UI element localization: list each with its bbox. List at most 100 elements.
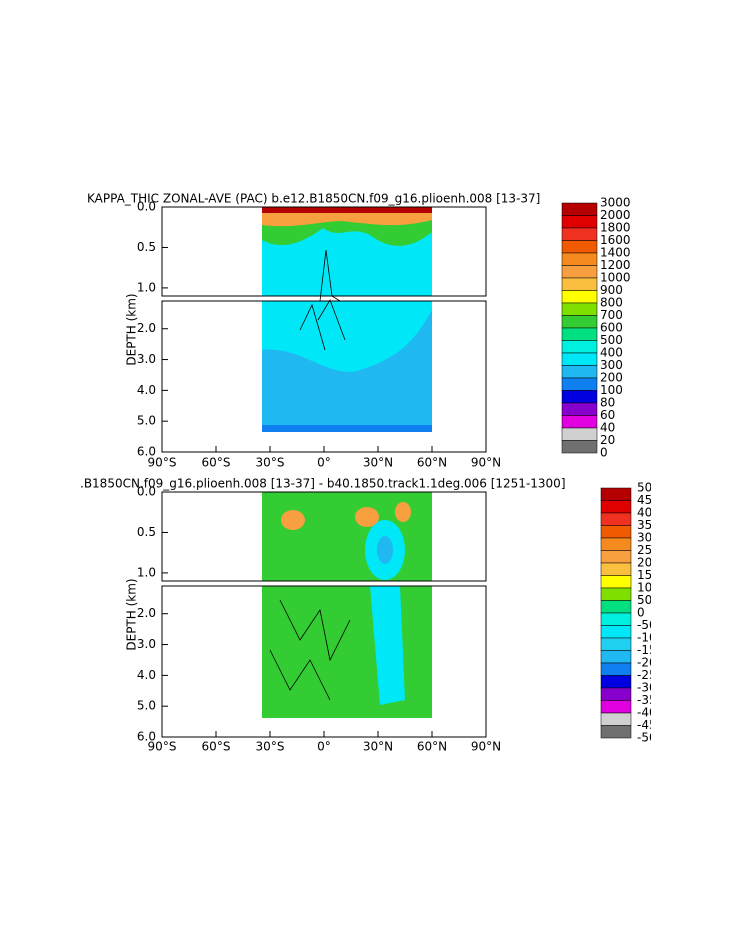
colorbar-label: 0: [600, 446, 608, 460]
colorbar-swatch: [561, 352, 598, 366]
colorbar-label: 1400: [600, 246, 631, 260]
colorbar-label: 400: [600, 346, 623, 360]
colorbar-label: 300: [600, 358, 623, 372]
colorbar-label: 1200: [600, 258, 631, 272]
colorbar-swatch: [600, 612, 632, 626]
x-tick-label: 90°S: [148, 456, 177, 470]
chart-layer: KAPPA_THIC ZONAL-AVE (PAC) b.e12.B1850CN…: [80, 192, 664, 754]
y-tick-label: 0.5: [137, 525, 156, 539]
colorbar-label: 1000: [600, 271, 631, 285]
y-tick-label: 0.5: [137, 240, 156, 254]
colorbar-swatch: [561, 440, 598, 454]
y-axis-label: DEPTH (km): [125, 578, 139, 650]
y-tick-label: 3.0: [137, 352, 156, 366]
colorbar-label: 1600: [600, 233, 631, 247]
x-tick-label: 90°S: [148, 740, 177, 754]
colorbar-swatch: [600, 575, 632, 589]
colorbar-swatch: [561, 390, 598, 404]
colorbar-swatch: [561, 377, 598, 391]
colorbar-label: 100: [600, 383, 623, 397]
x-tick-label: 30°N: [363, 740, 393, 754]
colorbar-label: 60: [600, 408, 615, 422]
colorbar-label: 900: [600, 283, 623, 297]
colorbar-label: -450: [637, 718, 664, 732]
colorbar-label: 300: [637, 531, 660, 545]
y-tick-label: 5.0: [137, 414, 156, 428]
contour-field: [262, 492, 432, 718]
colorbar-label: -150: [637, 643, 664, 657]
colorbar-label: 700: [600, 308, 623, 322]
colorbar-label: 3000: [600, 196, 631, 210]
y-tick-label: 6.0: [137, 445, 156, 459]
colorbar-label: -300: [637, 681, 664, 695]
colorbar-swatch: [600, 525, 632, 539]
colorbar-label: 500: [600, 333, 623, 347]
colorbar-swatch: [600, 487, 632, 501]
colorbar-swatch: [561, 215, 598, 229]
colorbar-swatch: [561, 327, 598, 341]
colorbar-swatch: [600, 587, 632, 601]
colorbar-swatch: [600, 537, 632, 551]
colorbar-label: 1800: [600, 221, 631, 235]
colorbar-swatch: [600, 650, 632, 664]
colorbar-swatch: [600, 637, 632, 651]
colorbar-label: -500: [637, 731, 664, 745]
colorbar-swatch: [561, 340, 598, 354]
colorbar-swatch: [600, 562, 632, 576]
colorbar-label: 50: [637, 593, 652, 607]
colorbar-label: 150: [637, 568, 660, 582]
x-tick-label: 0°: [317, 456, 331, 470]
x-tick-label: 30°N: [363, 456, 393, 470]
y-tick-label: 1.0: [137, 565, 156, 579]
colorbar-label: -250: [637, 668, 664, 682]
colorbar-label: 40: [600, 421, 615, 435]
colorbar-label: 80: [600, 396, 615, 410]
y-tick-label: 0.0: [137, 485, 156, 499]
colorbar-swatch: [600, 550, 632, 564]
colorbar-swatch: [600, 625, 632, 639]
x-tick-label: 30°S: [256, 456, 285, 470]
colorbar-swatch: [561, 315, 598, 329]
colorbar-label: -200: [637, 656, 664, 670]
x-tick-label: 90°N: [471, 740, 501, 754]
colorbar-label: -400: [637, 706, 664, 720]
x-tick-label: 60°S: [202, 740, 231, 754]
colorbar-swatch: [561, 240, 598, 254]
colorbar-swatch: [561, 265, 598, 279]
y-tick-label: 4.0: [137, 383, 156, 397]
colorbar-label: 250: [637, 543, 660, 557]
colorbar-label: 100: [637, 581, 660, 595]
y-tick-label: 6.0: [137, 730, 156, 744]
colorbar-swatch: [600, 600, 632, 614]
x-tick-label: 30°S: [256, 740, 285, 754]
colorbar-swatch: [561, 402, 598, 416]
colorbar-swatch: [561, 427, 598, 441]
chart-title: KAPPA_THIC ZONAL-AVE (PAC) b.e12.B1850CN…: [87, 192, 540, 206]
colorbar-swatch: [600, 687, 632, 701]
panel-frame: [161, 206, 487, 297]
contour-field: [262, 207, 432, 432]
colorbar-label: 20: [600, 433, 615, 447]
x-tick-label: 60°N: [417, 456, 447, 470]
colorbar-label: 400: [637, 506, 660, 520]
colorbar-swatch: [561, 227, 598, 241]
colorbar-swatch: [600, 675, 632, 689]
colorbar-swatch: [561, 302, 598, 316]
y-tick-label: 2.0: [137, 321, 156, 335]
x-tick-label: 0°: [317, 740, 331, 754]
colorbar-label: 0: [637, 606, 645, 620]
colorbar-label: -350: [637, 693, 664, 707]
colorbar-swatch: [600, 500, 632, 514]
y-tick-label: 2.0: [137, 606, 156, 620]
x-tick-label: 60°S: [202, 456, 231, 470]
colorbar-label: 500: [637, 481, 660, 495]
colorbar-label: -50: [637, 618, 657, 632]
colorbar-label: 200: [600, 371, 623, 385]
colorbar-swatch: [600, 512, 632, 526]
colorbar-swatch: [600, 712, 632, 726]
y-tick-label: 1.0: [137, 280, 156, 294]
colorbar-swatch: [561, 365, 598, 379]
colorbar-swatch: [600, 662, 632, 676]
x-tick-label: 60°N: [417, 740, 447, 754]
